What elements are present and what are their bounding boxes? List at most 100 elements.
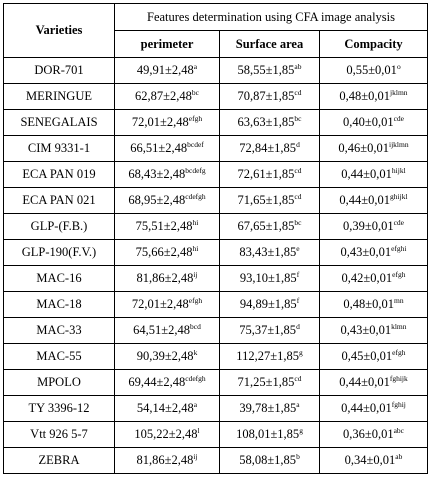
surface-area-cell-letters: f <box>296 269 300 279</box>
perimeter-cell: 69,44±2,48cdefgh <box>114 369 220 396</box>
surface-area-cell-letters: g <box>298 347 303 357</box>
compacity-cell-letters: fghijk <box>389 373 408 383</box>
perimeter-cell: 75,66±2,48hi <box>114 239 220 266</box>
compacity-cell-value: 0,44±0,01 <box>341 167 392 181</box>
surface-area-cell-value: 72,61±1,85 <box>237 167 295 181</box>
table-row: MERINGUE 62,87±2,48bc 70,87±1,85cd 0,48±0,0… <box>3 83 428 110</box>
surface-area-cell-letters: bc <box>294 217 302 227</box>
perimeter-cell-letters: l <box>197 425 200 435</box>
surface-area-cell-letters: ab <box>294 61 302 71</box>
surface-area-cell-letters: cd <box>294 373 302 383</box>
surface-area-cell-value: 58,55±1,85 <box>237 63 295 77</box>
surface-area-cell: 75,37±1,85d <box>219 317 320 344</box>
perimeter-cell-letters: bcdef <box>187 139 204 149</box>
compacity-cell: 0,43±0,01efghi <box>319 239 428 266</box>
table-row: TY 3396-12 54,14±2,48a 39,78±1,85a 0,44±0,0… <box>3 395 428 422</box>
perimeter-cell-letters: ij <box>193 269 198 279</box>
perimeter-cell-value: 49,91±2,48 <box>136 63 194 77</box>
table-row: ECA PAN 019 68,43±2,48bcdefg 72,61±1,85cd 0… <box>3 161 428 188</box>
variety-cell: GLP-(F.B.) <box>3 213 115 240</box>
surface-area-cell-letters: f <box>296 295 300 305</box>
variety-cell: DOR-701 <box>3 57 115 84</box>
varieties-header: Varieties <box>3 3 115 58</box>
perimeter-cell-letters: bc <box>191 87 199 97</box>
table-container: Varieties Features determination using C… <box>3 3 428 474</box>
table-row: MAC-18 72,01±2,48efgh 94,89±1,85f 0,48±0,01… <box>3 291 428 318</box>
variety-cell: CIM 9331-1 <box>3 135 115 162</box>
compacity-cell: 0,48±0,01jklmn <box>319 83 428 110</box>
perimeter-cell: 75,51±2,48hi <box>114 213 220 240</box>
surface-area-cell: 94,89±1,85f <box>219 291 320 318</box>
perimeter-cell: 72,01±2,48efgh <box>114 291 220 318</box>
perimeter-cell-letters: efgh <box>188 113 203 123</box>
compacity-header: Compacity <box>319 30 428 58</box>
compacity-cell-letters: efghi <box>391 243 407 253</box>
surface-area-cell: 93,10±1,85f <box>219 265 320 292</box>
table-row: Vtt 926 5-7 105,22±2,48l 108,01±1,85g 0,36±… <box>3 421 428 448</box>
perimeter-cell: 81,86±2,48ij <box>114 447 220 474</box>
features-table: Varieties Features determination using C… <box>3 3 428 474</box>
surface-area-cell: 70,87±1,85cd <box>219 83 320 110</box>
perimeter-cell-letters: cdefgh <box>185 373 206 383</box>
compacity-cell: 0,36±0,01abc <box>319 421 428 448</box>
perimeter-cell-value: 68,43±2,48 <box>128 167 186 181</box>
variety-cell: MPOLO <box>3 369 115 396</box>
perimeter-cell-value: 66,51±2,48 <box>130 141 188 155</box>
surface-area-cell: 67,65±1,85bc <box>219 213 320 240</box>
surface-area-cell-letters: d <box>296 321 300 331</box>
table-row: MAC-33 64,51±2,48bcd 75,37±1,85d 0,43±0,01k… <box>3 317 428 344</box>
compacity-cell-letters: cde <box>393 217 405 227</box>
compacity-cell: 0,44±0,01ghijkl <box>319 187 428 214</box>
surface-area-cell-value: 71,25±1,85 <box>237 375 295 389</box>
compacity-cell-letters: ghijkl <box>390 191 408 201</box>
table-row: MAC-16 81,86±2,48ij 93,10±1,85f 0,42±0,01ef… <box>3 265 428 292</box>
variety-cell: MAC-18 <box>3 291 115 318</box>
variety-cell: ECA PAN 021 <box>3 187 115 214</box>
table-row: DOR-701 49,91±2,48a 58,55±1,85ab 0,55±0,01o <box>3 57 428 84</box>
surface-area-cell: 83,43±1,85e <box>219 239 320 266</box>
table-row: SENEGALAIS 72,01±2,48efgh 63,63±1,85bc 0,40… <box>3 109 428 136</box>
surface-area-cell: 108,01±1,85g <box>219 421 320 448</box>
variety-cell: MAC-33 <box>3 317 115 344</box>
perimeter-cell-letters: k <box>193 347 198 357</box>
perimeter-cell: 62,87±2,48bc <box>114 83 220 110</box>
compacity-cell: 0,39±0,01cde <box>319 213 428 240</box>
perimeter-cell-value: 54,14±2,48 <box>136 401 194 415</box>
perimeter-cell-value: 75,51±2,48 <box>135 219 193 233</box>
surface-area-cell-value: 67,65±1,85 <box>237 219 295 233</box>
header-row-group: Varieties Features determination using C… <box>3 3 428 58</box>
compacity-cell-letters: ijklmn <box>389 139 409 149</box>
surface-area-cell: 71,65±1,85cd <box>219 187 320 214</box>
perimeter-cell: 68,95±2,48cdefgh <box>114 187 220 214</box>
compacity-cell: 0,42±0,01efgh <box>319 265 428 292</box>
perimeter-cell-letters: hi <box>192 217 199 227</box>
surface-area-cell-value: 71,65±1,85 <box>237 193 295 207</box>
compacity-cell-letters: o <box>396 61 401 71</box>
compacity-cell-value: 0,48±0,01 <box>343 297 395 311</box>
compacity-cell: 0,34±0,01ab <box>319 447 428 474</box>
variety-cell: SENEGALAIS <box>3 109 115 136</box>
surface-area-cell: 63,63±1,85bc <box>219 109 320 136</box>
compacity-cell-value: 0,40±0,01 <box>342 115 394 129</box>
header-row-columns: perimeter Surface area Compacity <box>4 30 428 58</box>
surface-area-cell: 58,55±1,85ab <box>219 57 320 84</box>
perimeter-cell: 66,51±2,48bcdef <box>114 135 220 162</box>
perimeter-cell: 49,91±2,48a <box>114 57 220 84</box>
compacity-cell-value: 0,39±0,01 <box>342 219 394 233</box>
compacity-cell: 0,43±0,01klmn <box>319 317 428 344</box>
perimeter-cell-value: 69,44±2,48 <box>128 375 186 389</box>
surface-area-cell: 58,08±1,85b <box>219 447 320 474</box>
perimeter-cell-value: 72,01±2,48 <box>131 297 189 311</box>
compacity-cell-value: 0,55±0,01 <box>346 63 397 77</box>
perimeter-cell-value: 81,86±2,48 <box>136 453 194 467</box>
perimeter-cell: 72,01±2,48efgh <box>114 109 220 136</box>
compacity-cell-value: 0,44±0,01 <box>339 193 391 207</box>
variety-cell: MERINGUE <box>3 83 115 110</box>
compacity-cell-letters: jklmn <box>390 87 408 97</box>
table-row: ZEBRA 81,86±2,48ij 58,08±1,85b 0,34±0,01ab <box>3 447 428 474</box>
perimeter-cell: 54,14±2,48a <box>114 395 220 422</box>
surface-area-cell-letters: cd <box>294 87 302 97</box>
compacity-cell: 0,44±0,01fghij <box>319 395 428 422</box>
variety-cell: Vtt 926 5-7 <box>3 421 115 448</box>
compacity-cell: 0,44±0,01fghijk <box>319 369 428 396</box>
